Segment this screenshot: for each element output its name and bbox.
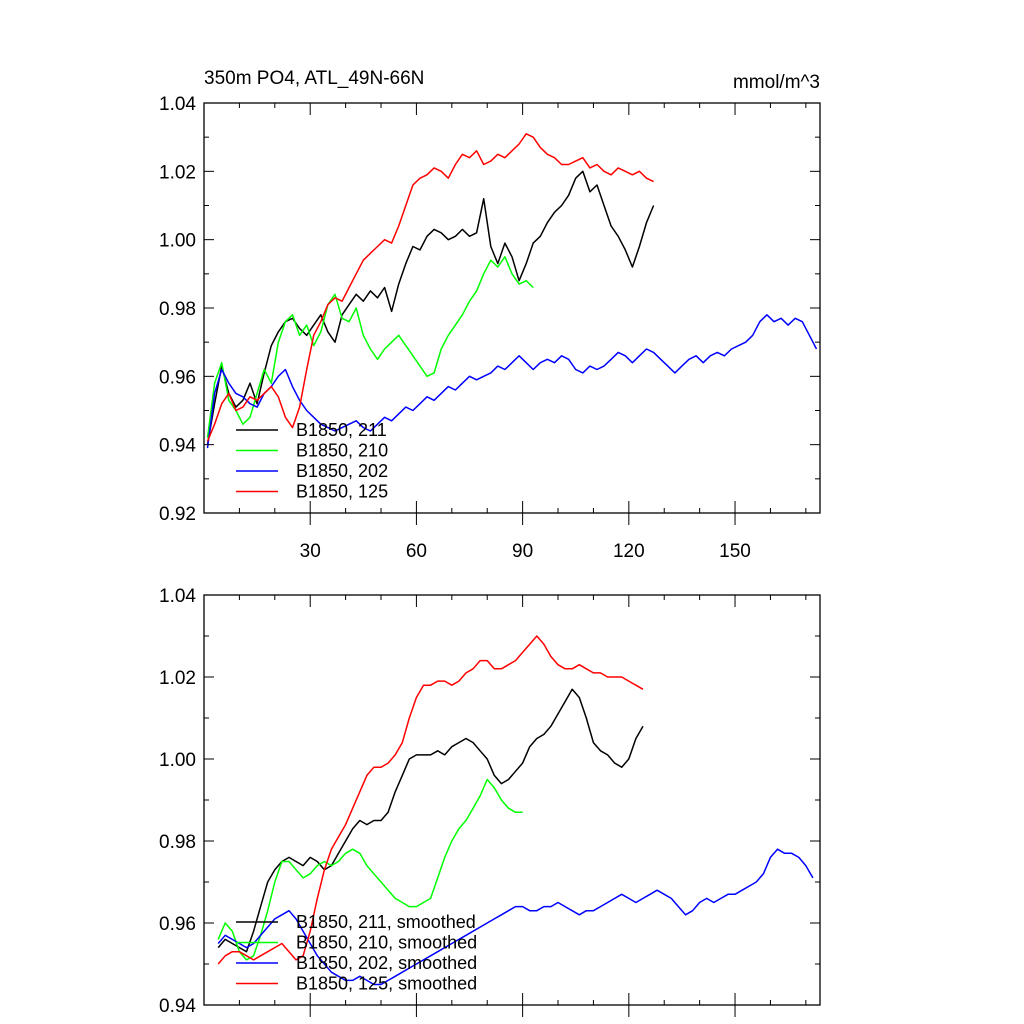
top-panel: 350m PO4, ATL_49N-66N mmol/m^3 0.920.940…: [159, 68, 821, 562]
x-tick-label: 30: [300, 541, 321, 562]
series-line-b1850-211: [206, 170, 655, 445]
y-tick-label: 1.02: [159, 668, 196, 689]
y-tick-label: 1.04: [159, 94, 196, 115]
bottom-series-group: [217, 635, 814, 986]
x-tick-label: 90: [512, 541, 533, 562]
series-line-b1850-202-smoothed: [217, 848, 814, 986]
top-ticks-group: 0.92 0.94 0.96 0.98 1.00 1.02 1.04 30 60 90 120 150: [159, 94, 820, 562]
series-line-b1850-202: [206, 314, 818, 449]
legend-label-b1850-211-smoothed: B1850, 211, smoothed: [296, 912, 476, 932]
x-tick-label: 60: [406, 541, 427, 562]
legend-label-b1850-202-smoothed: B1850, 202, smoothed: [296, 953, 477, 973]
y-tick-label: 0.96: [159, 914, 196, 935]
y-tick-label: 1.02: [159, 162, 196, 183]
y-tick-label: 1.00: [159, 750, 196, 771]
y-tick-label: 0.96: [159, 367, 196, 388]
series-line-b1850-210: [206, 256, 534, 438]
x-tick-label: 150: [719, 541, 751, 562]
y-tick-label: 0.98: [159, 299, 196, 320]
bottom-panel: 0.94 0.96 0.98 1.00 1.02 1.04 B1850, 211, smo…: [159, 586, 821, 1017]
x-tick-label: 120: [613, 541, 645, 562]
legend-label-b1850-210: B1850, 210: [296, 441, 388, 461]
y-tick-label: 0.92: [159, 504, 196, 525]
legend-label-b1850-125: B1850, 125: [296, 482, 388, 502]
y-tick-label: 0.98: [159, 832, 196, 853]
chart-title: 350m PO4, ATL_49N-66N: [204, 68, 424, 89]
legend-label-b1850-202: B1850, 202: [296, 461, 388, 481]
units-label: mmol/m^3: [733, 72, 820, 93]
y-tick-label: 0.94: [159, 996, 196, 1017]
legend-label-b1850-210-smoothed: B1850, 210, smoothed: [296, 933, 477, 953]
bottom-ticks-group: 0.94 0.96 0.98 1.00 1.02 1.04: [159, 586, 820, 1017]
legend-label-b1850-211: B1850, 211: [296, 420, 387, 440]
series-line-b1850-210-smoothed: [217, 778, 523, 961]
series-line-b1850-125: [206, 133, 654, 442]
series-line-b1850-211-smoothed: [217, 688, 644, 953]
series-line-b1850-125-smoothed: [217, 635, 644, 965]
top-series-group: [206, 133, 818, 449]
y-tick-label: 0.94: [159, 436, 196, 457]
y-tick-label: 1.04: [159, 586, 196, 607]
y-tick-label: 1.00: [159, 231, 196, 252]
legend-label-b1850-125-smoothed: B1850, 125, smoothed: [296, 974, 477, 994]
